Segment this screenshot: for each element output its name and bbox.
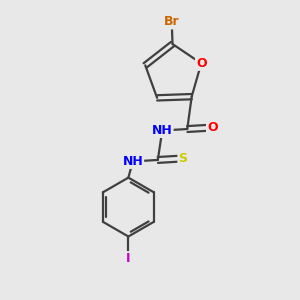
Text: I: I (126, 252, 130, 265)
Text: S: S (178, 152, 188, 165)
Text: NH: NH (122, 155, 143, 168)
Text: Br: Br (164, 15, 180, 28)
Text: NH: NH (152, 124, 172, 137)
Text: O: O (196, 57, 206, 70)
Text: O: O (207, 121, 217, 134)
